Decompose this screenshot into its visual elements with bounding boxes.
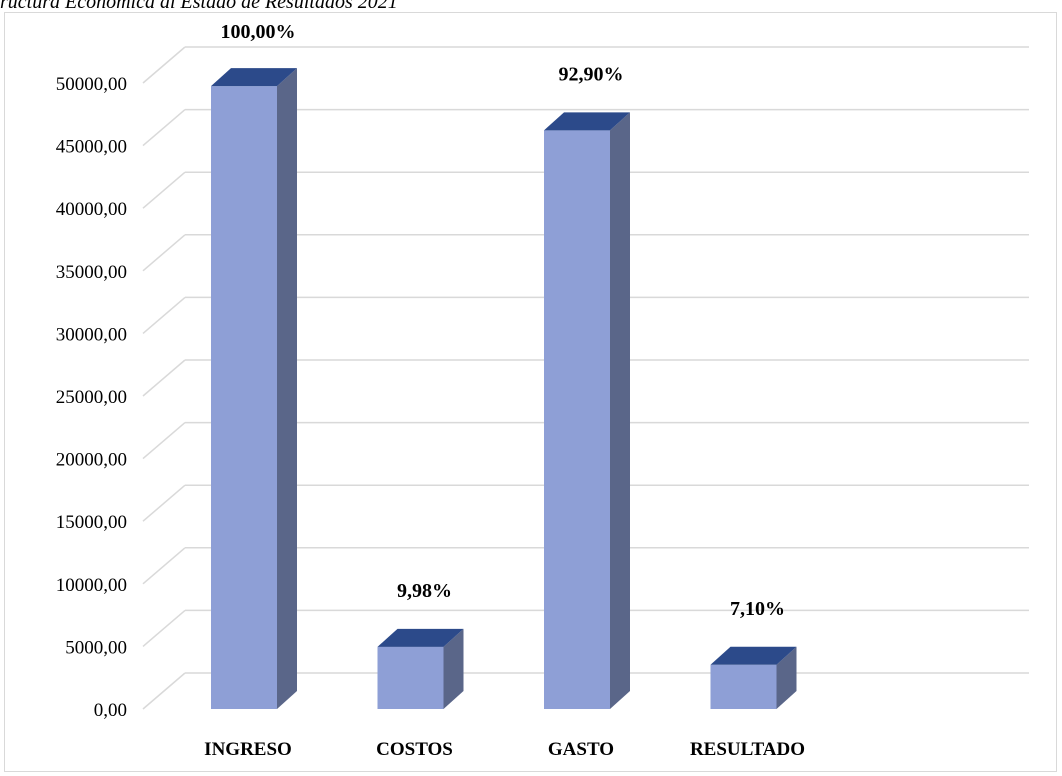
bar-top [211,68,297,87]
y-tick-label: 10000,00 [56,575,127,596]
y-tick-label: 35000,00 [56,262,127,283]
bar [544,130,610,710]
y-tick-label: 30000,00 [56,324,127,345]
chart-caption: ructura Económica al Estado de Resultado… [0,0,398,13]
gridline-diagonal [142,484,186,522]
x-axis-categories: INGRESO COSTOS GASTO RESULTADO [204,739,805,760]
x-category-label: RESULTADO [690,739,805,760]
bar-side [443,628,464,709]
x-category-label: INGRESO [204,739,292,760]
gridline-diagonal [142,609,186,647]
bars [211,68,797,710]
gridline-diagonal [142,234,186,272]
gridline-diagonal [142,171,186,209]
y-tick-label: 40000,00 [56,199,127,220]
gridline-diagonal [142,547,186,585]
y-tick-label: 0,00 [94,700,127,721]
bar-side [776,646,797,709]
y-tick-label: 15000,00 [56,512,127,533]
bar [710,664,777,709]
bar-side [610,112,630,709]
x-category-label: GASTO [548,739,614,760]
data-label: 100,00% [221,21,296,43]
x-category-label: COSTOS [376,739,453,760]
y-tick-label: 5000,00 [65,637,127,658]
bar-side [277,68,297,709]
bar-top [377,628,464,647]
gridline-diagonal [142,672,186,710]
gridline-diagonal [142,359,186,397]
bar-top [544,112,630,131]
data-label: 7,10% [730,598,785,620]
y-tick-label: 50000,00 [56,74,127,95]
data-label: 92,90% [559,63,624,85]
gridline-diagonal [142,46,186,84]
gridline-diagonal [142,296,186,334]
y-tick-label: 45000,00 [56,137,127,158]
bar-chart: 0,00 5000,00 10000,00 15000,00 20000,00 25000… [56,21,1029,760]
y-tick-label: 25000,00 [56,387,127,408]
bar-top [710,646,797,665]
bar [377,646,444,709]
gridline-diagonal [142,109,186,147]
gridline-diagonal [142,422,186,460]
data-label: 9,98% [397,580,452,602]
y-tick-label: 20000,00 [56,450,127,471]
chart-area: 0,00 5000,00 10000,00 15000,00 20000,00 25000… [4,12,1057,772]
bar [211,86,277,709]
data-labels: 100,00% 9,98% 92,90% 7,10% [221,21,786,620]
y-axis-ticks: 0,00 5000,00 10000,00 15000,00 20000,00 25000… [56,74,127,721]
